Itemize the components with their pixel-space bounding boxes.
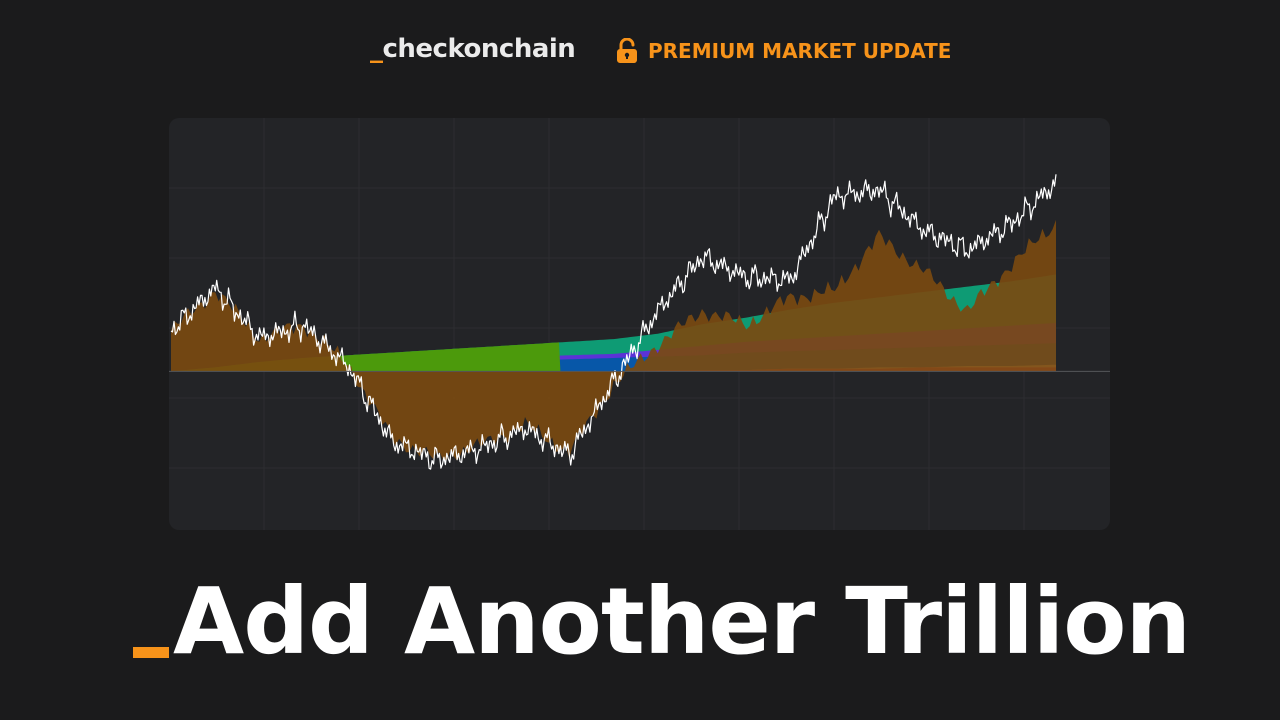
brand-name: checkonchain (382, 34, 576, 64)
lock-open-icon (617, 38, 637, 63)
premium-area (171, 219, 1056, 461)
header: _checkonchain PREMIUM MARKET UPDATE (0, 30, 1280, 74)
chart (169, 118, 1110, 530)
chart-grid (169, 118, 1110, 530)
headline: Add Another Trillion (133, 552, 1253, 672)
brand-underscore: _ (370, 34, 383, 64)
headline-underscore (133, 647, 169, 658)
price-line (170, 174, 1057, 470)
headline-text: Add Another Trillion (173, 568, 1191, 675)
premium-badge[interactable]: PREMIUM MARKET UPDATE (616, 38, 951, 64)
chart-price-line (170, 174, 1057, 470)
chart-premium-area (171, 219, 1056, 461)
premium-label: PREMIUM MARKET UPDATE (648, 39, 952, 63)
chart-panel (169, 118, 1110, 530)
brand-logo[interactable]: _checkonchain (370, 34, 576, 64)
